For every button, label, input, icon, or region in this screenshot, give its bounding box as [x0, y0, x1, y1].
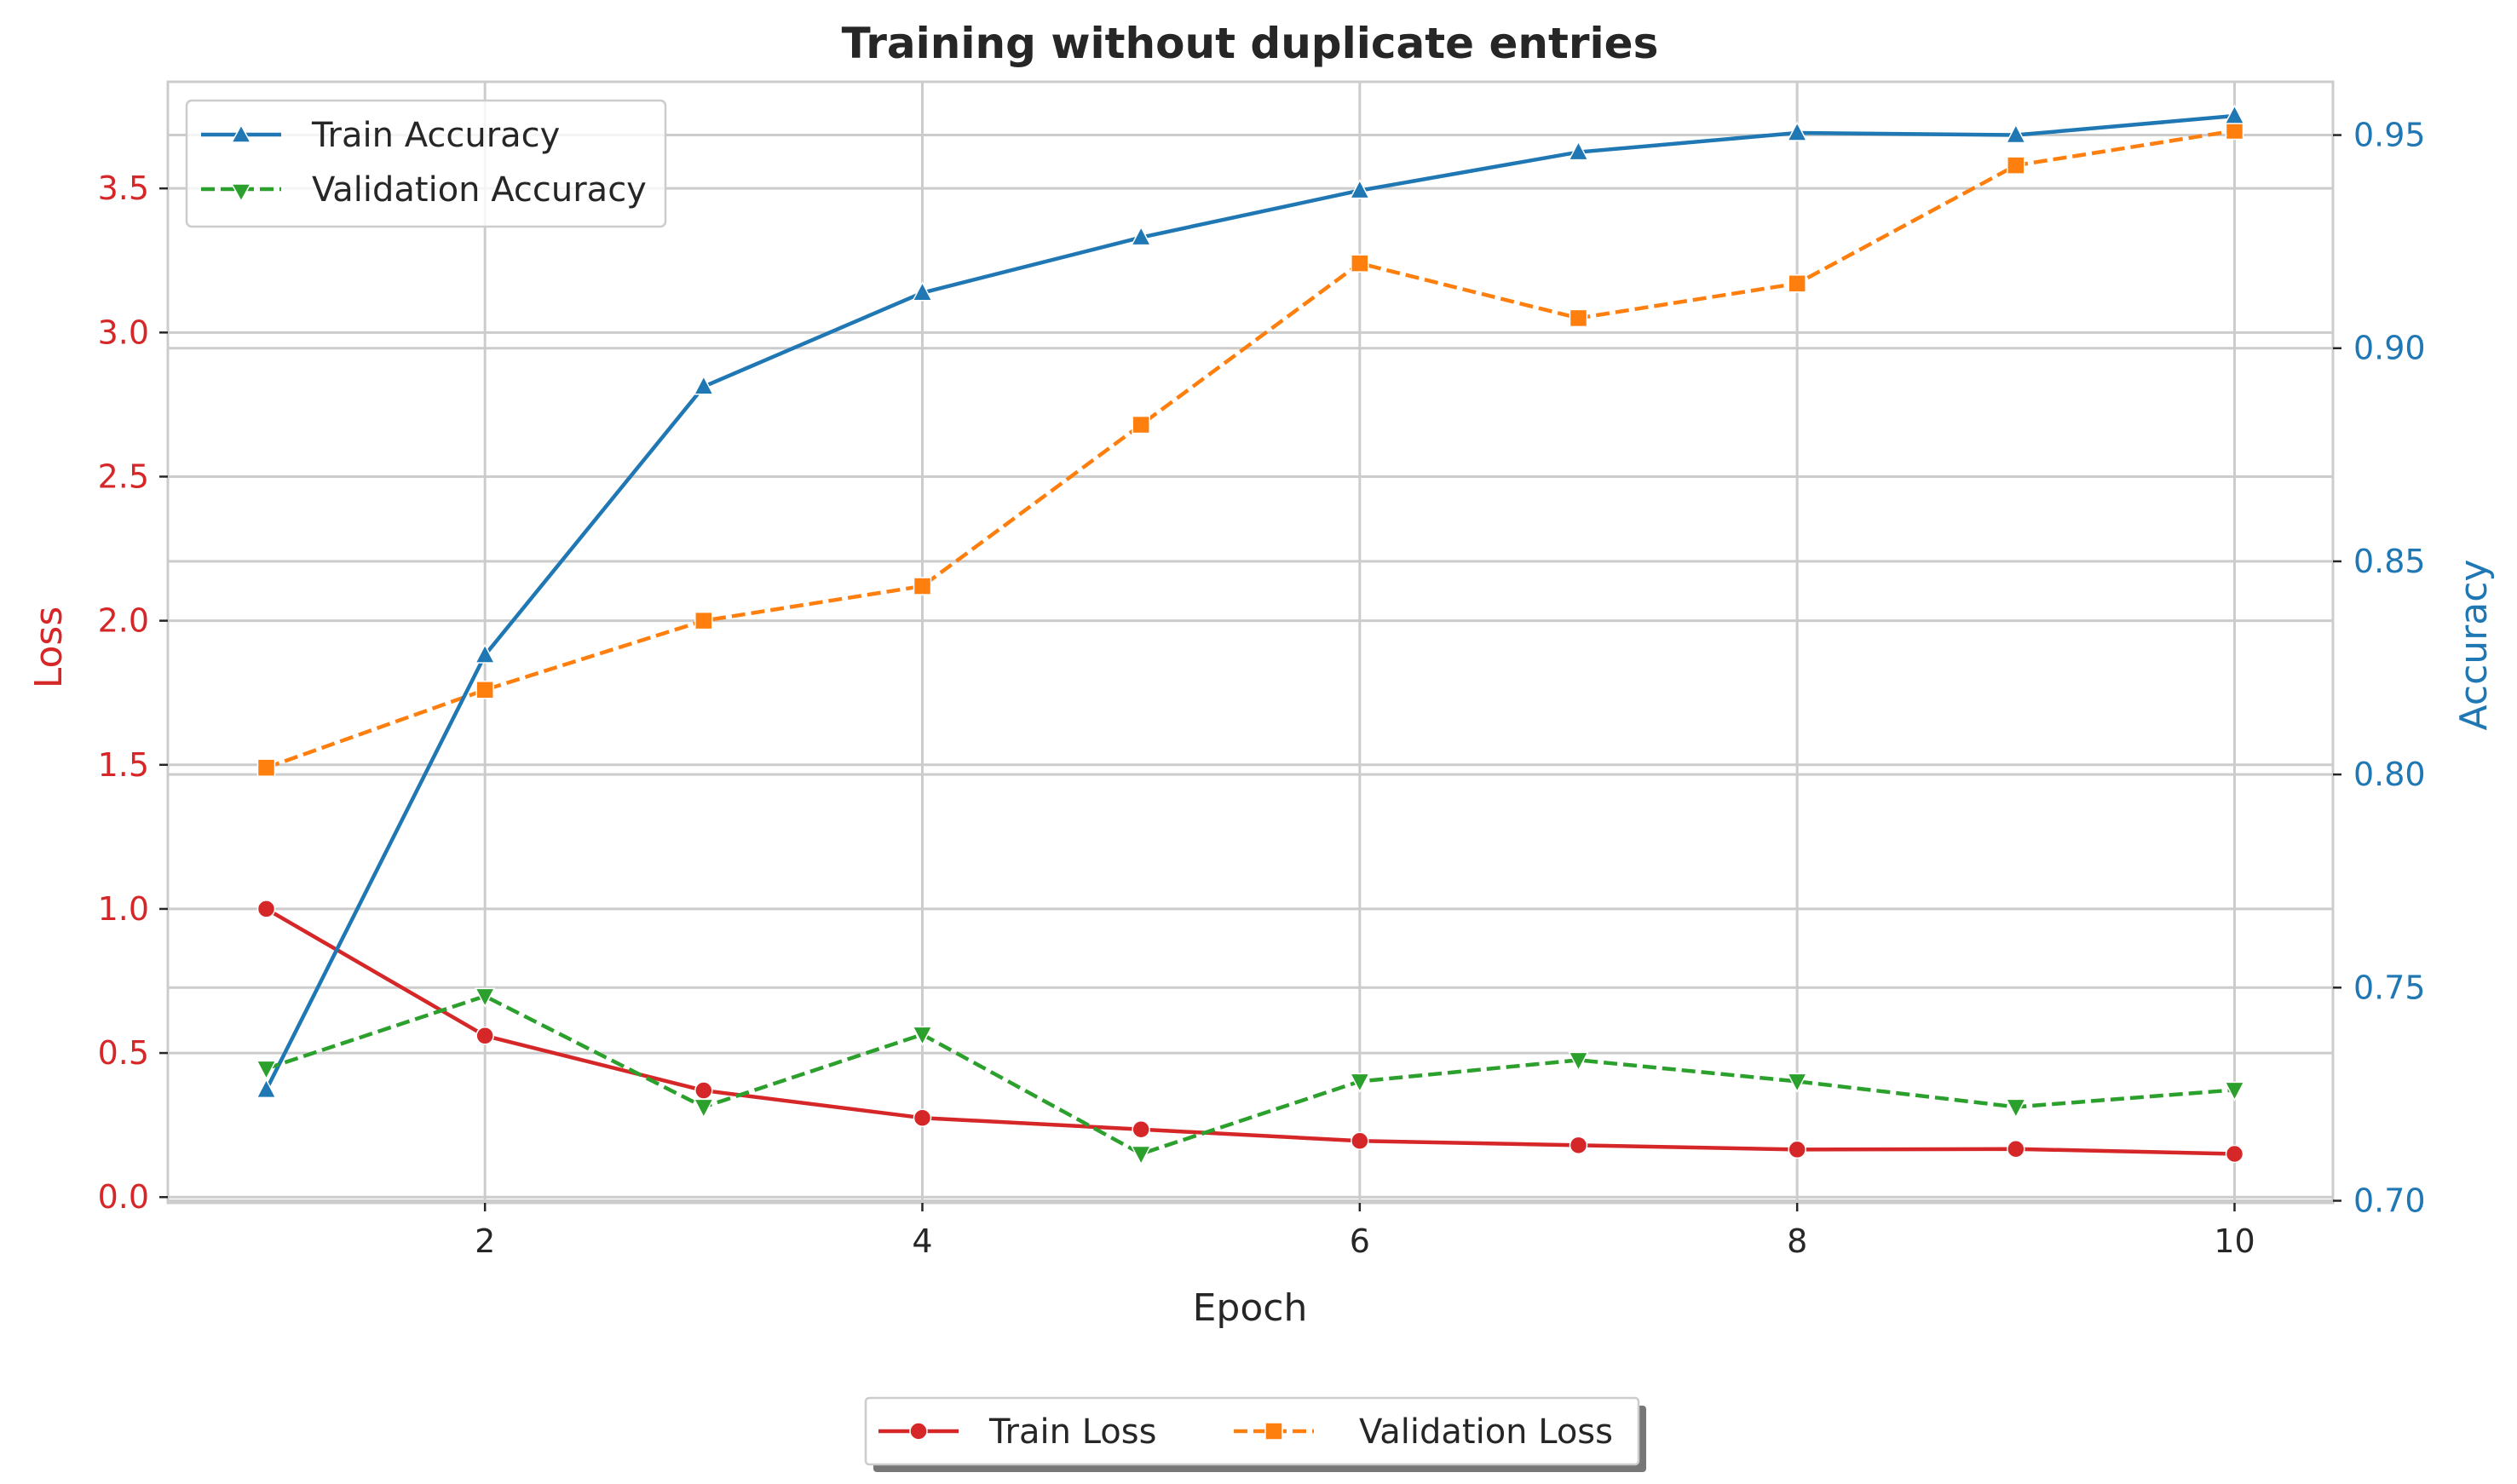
- data-point-train-loss: [913, 1108, 932, 1127]
- data-point-train-loss: [1788, 1140, 1806, 1159]
- series-validation-accuracy: [256, 987, 2245, 1166]
- loss-tick-label: 3.5: [98, 170, 149, 207]
- data-point-train-loss: [1132, 1119, 1150, 1139]
- data-point-validation-loss: [475, 681, 494, 699]
- loss-tick-label: 3.0: [98, 313, 149, 351]
- data-point-validation-accuracy: [1349, 1073, 1371, 1094]
- data-point-validation-loss: [1569, 308, 1588, 328]
- plot-frame: [166, 80, 2335, 1205]
- data-point-validation-accuracy: [693, 1098, 715, 1119]
- legend-marker-train-loss: [909, 1422, 928, 1441]
- right-axis-label: Accuracy: [2452, 560, 2496, 731]
- series-train-loss: [256, 900, 2244, 1164]
- loss-tick-label: 0.5: [98, 1034, 149, 1072]
- legend-label-train-accuracy: Train Accuracy: [311, 116, 560, 155]
- data-point-train-accuracy: [1568, 140, 1589, 161]
- legend-label-validation-loss: Validation Loss: [1359, 1412, 1613, 1452]
- data-point-validation-accuracy: [1130, 1145, 1152, 1166]
- data-point-validation-accuracy: [256, 1060, 277, 1080]
- data-point-validation-loss: [1351, 254, 1369, 273]
- loss-tick-label: 1.0: [98, 890, 149, 928]
- loss-tick-label: 2.0: [98, 602, 149, 640]
- data-point-train-accuracy: [1130, 226, 1152, 246]
- left-axis-label: Loss: [27, 607, 71, 689]
- series-line-train-loss: [265, 906, 2235, 1156]
- x-axis-label: Epoch: [1193, 1286, 1308, 1330]
- legend-marker-validation-loss: [1264, 1422, 1283, 1441]
- legend-marker-train-accuracy: [230, 124, 252, 143]
- accuracy-tick-label: 0.85: [2353, 543, 2426, 580]
- data-point-train-accuracy: [256, 1078, 277, 1099]
- data-point-validation-loss: [256, 758, 276, 777]
- data-point-train-loss: [2007, 1139, 2025, 1159]
- loss-legend: Train Loss Validation Loss: [864, 1396, 1646, 1472]
- data-point-train-loss: [2225, 1144, 2244, 1164]
- data-point-validation-loss: [1132, 415, 1150, 434]
- accuracy-legend-box: [185, 99, 667, 228]
- loss-legend-box: [864, 1396, 1640, 1466]
- legend-marker-validation-accuracy: [230, 183, 252, 203]
- series-train-accuracy: [256, 104, 2245, 1099]
- series-line-validation-accuracy: [265, 994, 2235, 1156]
- legend-label-train-loss: Train Loss: [988, 1412, 1156, 1452]
- series-line-validation-loss: [265, 129, 2235, 770]
- data-point-train-accuracy: [474, 643, 496, 664]
- data-point-validation-accuracy: [2005, 1098, 2027, 1119]
- data-point-validation-accuracy: [474, 987, 496, 1008]
- data-point-train-accuracy: [693, 375, 715, 395]
- data-point-train-loss: [1351, 1131, 1369, 1151]
- x-tick-label: 4: [912, 1222, 932, 1260]
- data-point-validation-loss: [2225, 121, 2244, 141]
- data-point-validation-loss: [913, 577, 932, 595]
- series-line-train-accuracy: [264, 113, 2235, 1091]
- data-point-validation-loss: [1788, 274, 1806, 293]
- data-point-validation-accuracy: [1568, 1051, 1589, 1072]
- chart-title: Training without duplicate entries: [842, 19, 1659, 68]
- loss-tick-label: 1.5: [98, 746, 149, 784]
- accuracy-tick-label: 0.80: [2353, 756, 2426, 793]
- data-point-train-loss: [475, 1027, 494, 1045]
- loss-tick-label: 2.5: [98, 457, 149, 495]
- data-point-validation-accuracy: [1786, 1073, 1808, 1094]
- loss-tick-label: 0.0: [98, 1178, 149, 1216]
- x-tick-label: 10: [2214, 1222, 2255, 1260]
- accuracy-tick-label: 0.75: [2353, 969, 2426, 1006]
- data-point-train-loss: [1569, 1136, 1588, 1155]
- series-layer: [256, 104, 2245, 1166]
- data-point-train-accuracy: [1786, 121, 1808, 141]
- data-point-validation-accuracy: [2224, 1081, 2245, 1102]
- data-point-validation-accuracy: [912, 1026, 933, 1046]
- series-validation-loss: [256, 121, 2244, 777]
- x-tick-label: 6: [1350, 1222, 1370, 1260]
- accuracy-tick-label: 0.70: [2353, 1182, 2426, 1219]
- data-point-train-accuracy: [2005, 123, 2027, 144]
- data-point-validation-loss: [694, 611, 713, 630]
- legend-label-validation-accuracy: Validation Accuracy: [312, 170, 647, 210]
- data-point-train-accuracy: [1349, 178, 1371, 199]
- accuracy-tick-label: 0.90: [2353, 330, 2426, 367]
- accuracy-legend: Train Accuracy Validation Accuracy: [185, 99, 667, 228]
- data-point-train-accuracy: [2224, 104, 2245, 124]
- x-tick-label: 2: [475, 1222, 495, 1260]
- accuracy-tick-label: 0.95: [2353, 117, 2426, 154]
- x-tick-label: 8: [1787, 1222, 1807, 1260]
- axes-layer: 2 4 6 8 10 0.0 0.5 1.0 1.5 2.0 2.5 3.0 3.5 0.70 0.75 0.…: [98, 117, 2426, 1260]
- data-point-train-accuracy: [912, 281, 933, 302]
- data-point-train-loss: [256, 900, 276, 918]
- data-point-train-loss: [694, 1081, 713, 1100]
- data-point-validation-loss: [2007, 156, 2025, 175]
